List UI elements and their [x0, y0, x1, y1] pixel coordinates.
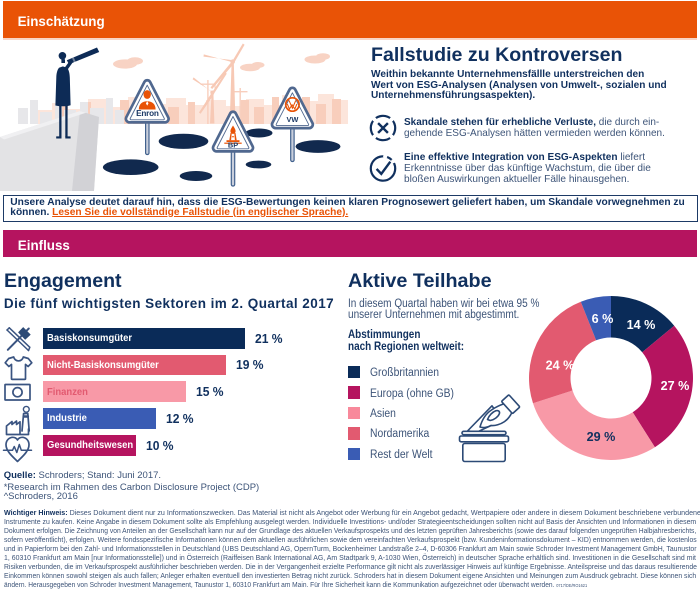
- svg-text:BP: BP: [228, 141, 238, 150]
- svg-text:24 %: 24 %: [546, 359, 575, 373]
- svg-text:27 %: 27 %: [661, 379, 690, 393]
- svg-text:VW: VW: [286, 115, 298, 124]
- svg-text:6 %: 6 %: [592, 312, 614, 326]
- svg-text:Enron: Enron: [136, 109, 159, 118]
- svg-text:14 %: 14 %: [627, 318, 656, 332]
- svg-text:29 %: 29 %: [587, 430, 616, 444]
